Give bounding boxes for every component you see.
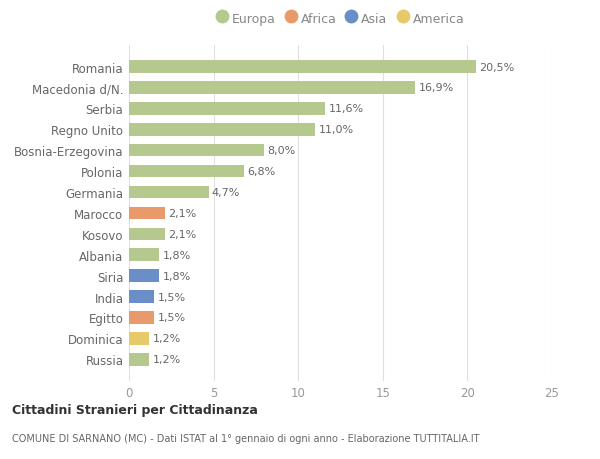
Bar (129, 124, 315, 136)
Text: 6,8%: 6,8% (247, 167, 275, 177)
Bar (129, 207, 164, 220)
Text: 20,5%: 20,5% (479, 62, 514, 73)
Text: 16,9%: 16,9% (418, 83, 454, 93)
Text: 8,0%: 8,0% (268, 146, 296, 156)
Text: 1,2%: 1,2% (152, 354, 181, 364)
Bar (129, 332, 149, 345)
Text: 1,2%: 1,2% (152, 334, 181, 344)
Bar (129, 353, 149, 366)
Bar (129, 228, 164, 241)
Text: 2,1%: 2,1% (168, 230, 196, 239)
Bar (129, 270, 160, 282)
Bar (129, 249, 160, 262)
Bar (129, 312, 154, 324)
Text: Cittadini Stranieri per Cittadinanza: Cittadini Stranieri per Cittadinanza (12, 403, 258, 416)
Text: 1,8%: 1,8% (163, 250, 191, 260)
Bar (129, 186, 209, 199)
Text: 1,5%: 1,5% (158, 292, 186, 302)
Bar (129, 165, 244, 178)
Bar (129, 103, 325, 115)
Text: 1,8%: 1,8% (163, 271, 191, 281)
Bar (129, 145, 265, 157)
Legend: Europa, Africa, Asia, America: Europa, Africa, Asia, America (217, 12, 464, 26)
Bar (129, 291, 154, 303)
Text: COMUNE DI SARNANO (MC) - Dati ISTAT al 1° gennaio di ogni anno - Elaborazione TU: COMUNE DI SARNANO (MC) - Dati ISTAT al 1… (12, 433, 479, 442)
Text: 4,7%: 4,7% (212, 188, 240, 197)
Text: 1,5%: 1,5% (158, 313, 186, 323)
Bar (129, 82, 415, 95)
Text: 11,0%: 11,0% (319, 125, 353, 135)
Text: 11,6%: 11,6% (329, 104, 364, 114)
Bar (129, 61, 476, 73)
Text: 2,1%: 2,1% (168, 208, 196, 218)
